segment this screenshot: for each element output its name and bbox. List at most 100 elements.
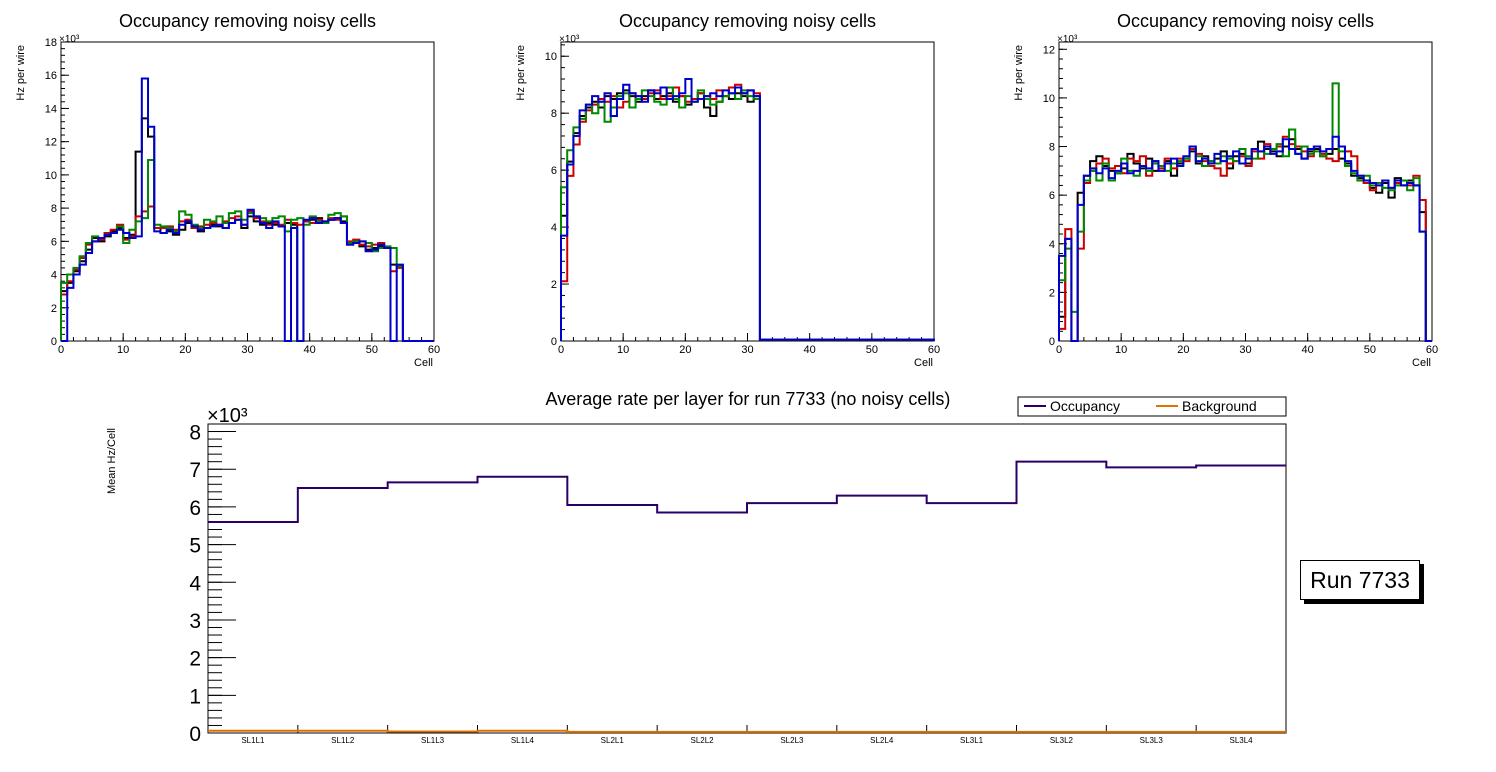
x-tick-label: 50 <box>866 344 878 356</box>
y-tick-label: 0 <box>1049 336 1055 348</box>
y-tick-label: 4 <box>51 270 57 282</box>
y-tick-label: 4 <box>551 222 557 234</box>
x-axis-label: Cell <box>914 357 933 369</box>
x-axis-label: Cell <box>414 357 433 369</box>
series-background-line <box>208 729 1286 733</box>
category-label: SL3L2 <box>1050 736 1074 745</box>
y-tick-label: 16 <box>45 70 57 82</box>
y-tick-label: 18 <box>45 37 57 49</box>
category-label: SL3L3 <box>1140 736 1164 745</box>
y-tick-label: 8 <box>51 203 57 215</box>
x-tick-label: 60 <box>928 344 940 356</box>
y-tick-label: 8 <box>551 108 557 120</box>
y-axis-label: Mean Hz/Cell <box>106 428 118 494</box>
chart-title: Occupancy removing noisy cells <box>1117 11 1374 31</box>
y-tick-label: 12 <box>1043 44 1055 56</box>
x-axis-label: Cell <box>1412 357 1431 369</box>
x-tick-label: 40 <box>304 344 316 356</box>
category-label: SL2L1 <box>601 736 625 745</box>
y-tick-label: 6 <box>51 236 57 248</box>
y-tick-label: 4 <box>1049 239 1055 251</box>
series-occupancy-line <box>208 460 1286 523</box>
legend-label-background: Background <box>1182 398 1257 414</box>
category-label: SL1L1 <box>241 736 265 745</box>
y-tick-label: 0 <box>551 336 557 348</box>
y-tick-label: 5 <box>189 535 201 558</box>
x-tick-label: 10 <box>1115 344 1127 356</box>
chart-title: Occupancy removing noisy cells <box>619 11 876 31</box>
run-label: Run 7733 <box>1310 566 1410 593</box>
series-l4-line <box>560 78 935 341</box>
y-tick-label: 0 <box>51 336 57 348</box>
category-label: SL2L3 <box>780 736 804 745</box>
y-tick-label: 4 <box>189 572 201 595</box>
series-l4-line <box>1058 135 1432 342</box>
exponent-label: ×10³ <box>1057 34 1078 45</box>
y-tick-label: 0 <box>189 723 201 746</box>
y-tick-label: 6 <box>189 497 201 520</box>
y-tick-label: 6 <box>1049 190 1055 202</box>
x-tick-label: 60 <box>1426 344 1438 356</box>
category-label: SL3L4 <box>1230 736 1254 745</box>
category-label: SL1L2 <box>331 736 355 745</box>
y-tick-label: 2 <box>189 648 201 671</box>
exponent-label: ×10³ <box>559 34 580 45</box>
y-tick-label: 2 <box>1049 287 1055 299</box>
series-l2-line <box>560 83 935 341</box>
series-l2-line <box>1058 135 1432 342</box>
series-l1-line <box>1058 138 1432 342</box>
y-tick-label: 10 <box>545 51 557 63</box>
x-tick-label: 60 <box>428 344 440 356</box>
x-tick-label: 40 <box>804 344 816 356</box>
exponent-label: ×10³ <box>207 405 248 427</box>
series-l4-line <box>61 77 434 342</box>
plot-frame <box>207 423 1287 734</box>
y-tick-label: 2 <box>551 279 557 291</box>
plot-frame <box>60 41 435 342</box>
x-tick-label: 50 <box>366 344 378 356</box>
chart-title: Occupancy removing noisy cells <box>119 11 376 31</box>
plot-frame <box>560 41 935 342</box>
y-tick-label: 10 <box>45 170 57 182</box>
x-tick-label: 50 <box>1364 344 1376 356</box>
category-label: SL2L2 <box>691 736 715 745</box>
x-tick-label: 40 <box>1302 344 1314 356</box>
category-label: SL3L1 <box>960 736 984 745</box>
x-tick-label: 10 <box>117 344 129 356</box>
y-tick-label: 1 <box>189 685 201 708</box>
x-tick-label: 30 <box>241 344 253 356</box>
category-label: SL1L4 <box>511 736 535 745</box>
category-label: SL1L3 <box>421 736 445 745</box>
y-tick-label: 8 <box>1049 142 1055 154</box>
y-axis-label: Hz per wire <box>515 45 527 101</box>
chart-title: Average rate per layer for run 7733 (no … <box>546 389 951 409</box>
legend-box <box>1017 396 1287 417</box>
y-tick-label: 2 <box>51 303 57 315</box>
y-axis-label: Hz per wire <box>1013 45 1025 101</box>
x-tick-label: 20 <box>679 344 691 356</box>
y-tick-label: 10 <box>1043 93 1055 105</box>
x-tick-label: 0 <box>58 344 64 356</box>
y-tick-label: 12 <box>45 137 57 149</box>
x-tick-label: 0 <box>1056 344 1062 356</box>
x-tick-label: 20 <box>1177 344 1189 356</box>
y-tick-label: 8 <box>189 422 201 445</box>
series-l1-line <box>560 89 935 341</box>
x-tick-label: 0 <box>558 344 564 356</box>
category-label: SL2L4 <box>870 736 894 745</box>
series-l3-line <box>1058 82 1432 342</box>
series-l3-line <box>60 158 434 342</box>
y-tick-label: 6 <box>551 165 557 177</box>
x-tick-label: 30 <box>741 344 753 356</box>
y-axis-label: Hz per wire <box>15 45 27 101</box>
legend-label-occupancy: Occupancy <box>1050 398 1120 414</box>
x-tick-label: 20 <box>179 344 191 356</box>
y-tick-label: 14 <box>45 103 57 115</box>
exponent-label: ×10³ <box>59 34 80 45</box>
y-tick-label: 7 <box>189 459 201 482</box>
series-l3-line <box>560 86 935 341</box>
x-tick-label: 30 <box>1239 344 1251 356</box>
run-label-box: Run 7733 <box>1300 560 1420 600</box>
y-tick-label: 3 <box>189 610 201 633</box>
